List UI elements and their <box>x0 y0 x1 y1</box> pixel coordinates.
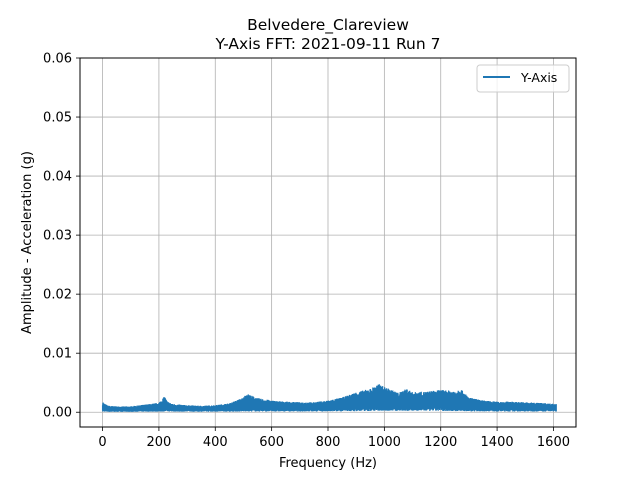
x-tick-label: 1200 <box>424 435 457 450</box>
y-tick-label: 0.02 <box>43 288 72 303</box>
y-tick-label: 0.03 <box>43 229 72 244</box>
y-tick-label: 0.01 <box>43 347 72 362</box>
x-tick-label: 800 <box>316 435 341 450</box>
x-tick-label: 600 <box>259 435 284 450</box>
x-tick-label: 1600 <box>537 435 570 450</box>
y-tick-label: 0.05 <box>43 111 72 126</box>
y-axis-label: Amplitude - Acceleration (g) <box>20 151 35 334</box>
grid <box>80 57 576 427</box>
x-tick-label: 1400 <box>481 435 514 450</box>
y-tick-label: 0.00 <box>43 406 72 421</box>
data-layer <box>101 384 557 412</box>
y-tick-label: 0.06 <box>43 52 72 67</box>
legend-label-y-axis: Y-Axis <box>520 70 557 85</box>
x-axis-label: Frequency (Hz) <box>279 456 377 471</box>
chart-subtitle: Y-Axis FFT: 2021-09-11 Run 7 <box>215 35 441 53</box>
legend-box <box>476 64 570 93</box>
x-tick-label: 200 <box>146 435 171 450</box>
x-tick-label: 1000 <box>368 435 401 450</box>
axis-ticks: 0 200 400 600 800 1000 1200 1400 1600 0.00 0.01 0.0… <box>43 52 570 451</box>
chart-title: Belvedere_Clareview <box>247 16 409 35</box>
series-y-axis-trace <box>101 384 557 412</box>
x-tick-label: 0 <box>98 435 106 450</box>
y-tick-label: 0.04 <box>43 170 72 185</box>
legend: Y-Axis <box>476 64 570 93</box>
x-tick-label: 400 <box>203 435 228 450</box>
